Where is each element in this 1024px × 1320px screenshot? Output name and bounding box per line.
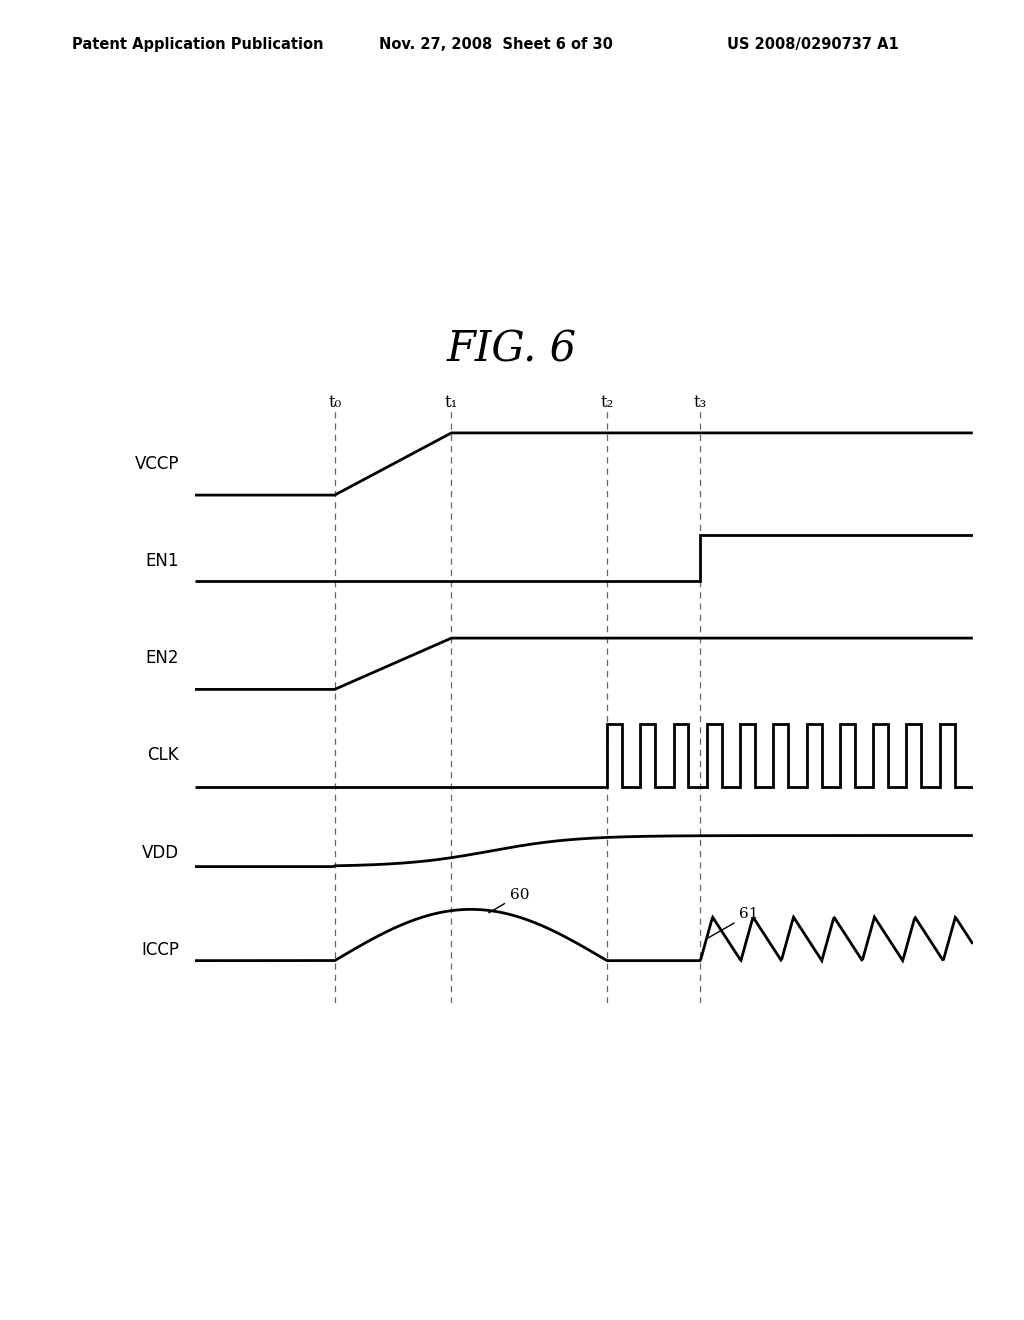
Text: t₁: t₁: [444, 393, 458, 411]
Text: t₃: t₃: [694, 393, 707, 411]
Text: US 2008/0290737 A1: US 2008/0290737 A1: [727, 37, 899, 51]
Text: EN2: EN2: [145, 649, 179, 668]
Text: VCCP: VCCP: [134, 455, 179, 473]
Text: EN1: EN1: [145, 552, 179, 570]
Text: Patent Application Publication: Patent Application Publication: [72, 37, 324, 51]
Text: t₀: t₀: [328, 393, 341, 411]
Text: 60: 60: [488, 888, 529, 913]
Text: FIG. 6: FIG. 6: [446, 329, 578, 371]
Text: CLK: CLK: [147, 747, 179, 764]
Text: ICCP: ICCP: [141, 941, 179, 958]
Text: t₂: t₂: [600, 393, 613, 411]
Text: Nov. 27, 2008  Sheet 6 of 30: Nov. 27, 2008 Sheet 6 of 30: [379, 37, 612, 51]
Text: 61: 61: [707, 907, 759, 939]
Text: VDD: VDD: [142, 843, 179, 862]
